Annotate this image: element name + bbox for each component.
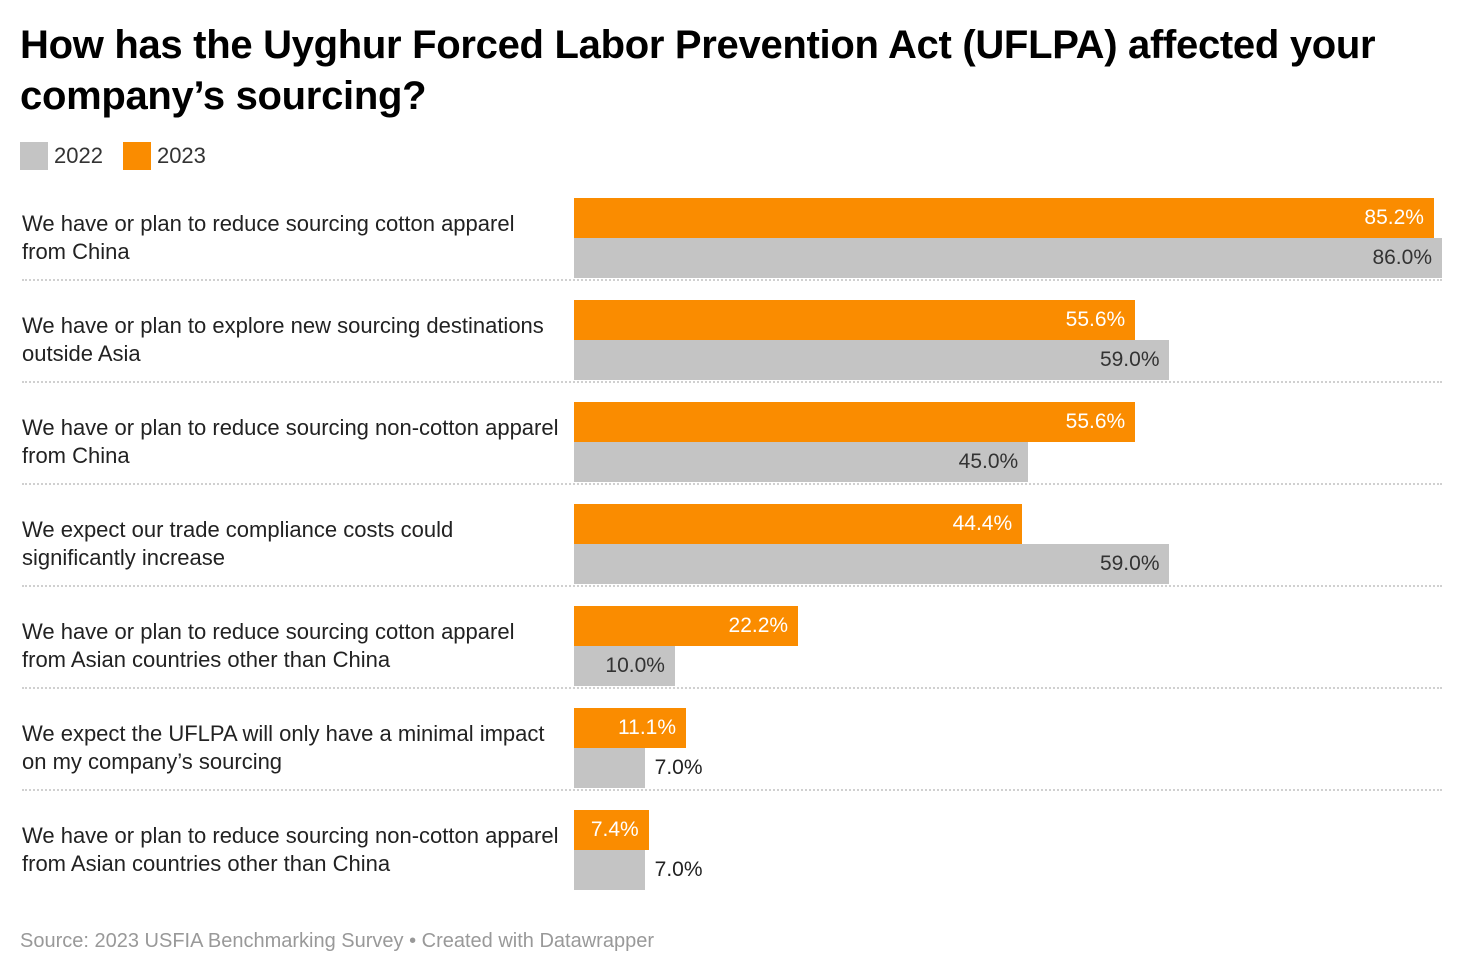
bar-2022 [574, 748, 645, 788]
category-label: We have or plan to reduce sourcing non-c… [22, 823, 559, 876]
value-label-2023: 85.2% [1364, 206, 1424, 229]
category-label: We expect the UFLPA will only have a min… [22, 721, 545, 774]
bar-2023 [574, 810, 649, 850]
value-label-2023: 55.6% [1065, 308, 1126, 331]
value-label-2022: 86.0% [1372, 246, 1432, 269]
row-divider [22, 687, 1442, 689]
bar-row: We expect our trade compliance costs cou… [0, 494, 1464, 596]
bar-2023 [574, 504, 1023, 544]
bar-row: We have or plan to reduce sourcing cotto… [0, 188, 1464, 290]
bar-2022 [574, 340, 1170, 380]
legend-label-2022: 2022 [54, 143, 103, 168]
bar-2022 [574, 850, 645, 890]
value-label-2022: 10.0% [605, 654, 665, 677]
category-label: We expect our trade compliance costs cou… [22, 517, 454, 570]
row-divider [22, 585, 1442, 587]
value-label-2023: 22.2% [728, 614, 789, 637]
value-label-2022: 7.0% [654, 858, 703, 881]
bar-2023 [574, 402, 1136, 442]
value-label-2023: 11.1% [618, 716, 677, 739]
row-divider [22, 279, 1442, 281]
bar-row: We expect the UFLPA will only have a min… [0, 698, 1464, 800]
value-label-2022: 59.0% [1099, 552, 1160, 575]
legend: 2022 2023 [20, 142, 206, 170]
bar-2022 [574, 238, 1442, 278]
bar-row: We have or plan to reduce sourcing cotto… [0, 596, 1464, 698]
category-label: We have or plan to reduce sourcing cotto… [22, 211, 515, 264]
bar-2022 [574, 442, 1029, 482]
row-divider [22, 789, 1442, 791]
value-label-2022: 45.0% [958, 450, 1019, 473]
bar-2023 [574, 606, 799, 646]
category-label: We have or plan to reduce sourcing cotto… [22, 619, 515, 672]
legend-item-2022: 2022 [20, 142, 103, 170]
bar-row: We have or plan to reduce sourcing non-c… [0, 392, 1464, 494]
legend-swatch-2022 [20, 142, 48, 170]
value-label-2022: 59.0% [1099, 348, 1160, 371]
legend-item-2023: 2023 [122, 142, 206, 170]
value-label-2023: 44.4% [952, 512, 1013, 535]
category-label: We have or plan to explore new sourcing … [22, 313, 544, 366]
chart-title: How has the Uyghur Forced Labor Preventi… [20, 23, 1376, 118]
value-label-2023: 7.4% [590, 818, 639, 841]
row-divider [22, 483, 1442, 485]
bar-row: We have or plan to explore new sourcing … [0, 290, 1464, 392]
category-label: We have or plan to reduce sourcing non-c… [22, 415, 559, 468]
row-divider [22, 381, 1442, 383]
value-label-2023: 55.6% [1065, 410, 1126, 433]
bar-row: We have or plan to reduce sourcing non-c… [0, 800, 1464, 902]
legend-label-2023: 2023 [156, 143, 206, 168]
bar-2022 [574, 544, 1170, 584]
bar-2023 [574, 300, 1136, 340]
bar-2022 [574, 646, 675, 686]
legend-swatch-2023 [122, 142, 151, 170]
value-label-2022: 7.0% [654, 756, 703, 779]
source-note: Source: 2023 USFIA Benchmarking Survey •… [20, 930, 654, 952]
bar-2023 [574, 708, 687, 748]
bar-2023 [574, 198, 1434, 238]
